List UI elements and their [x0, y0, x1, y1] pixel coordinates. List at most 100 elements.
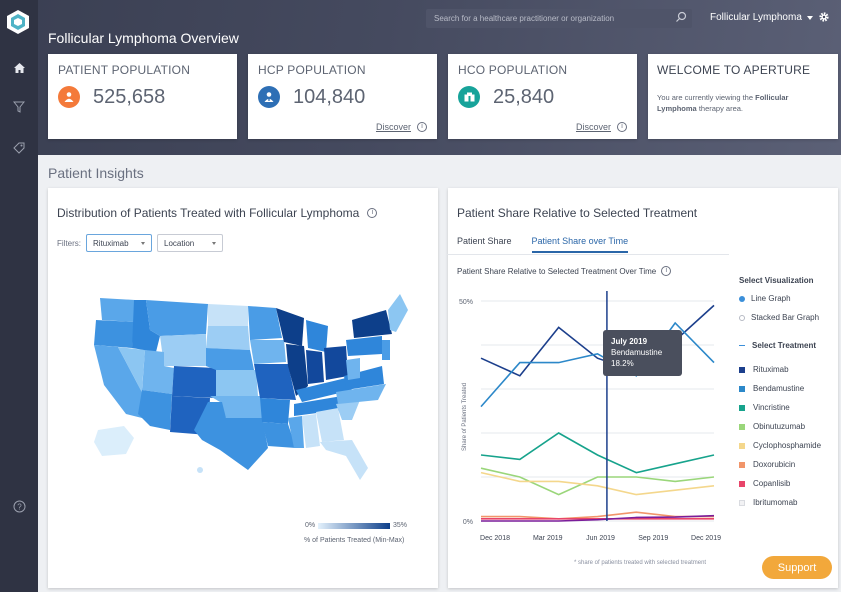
legend-item[interactable]: Vincristine — [739, 403, 790, 412]
select-treatment-heading[interactable]: Select Treatment — [739, 341, 816, 350]
state-ar[interactable] — [260, 398, 290, 424]
tag-icon[interactable] — [7, 136, 31, 160]
state-nd[interactable] — [208, 304, 248, 326]
legend-item[interactable]: Obinutuzumab — [739, 422, 805, 431]
state-new-england[interactable] — [388, 294, 408, 332]
filter-icon[interactable] — [7, 95, 31, 119]
tab-patient-share-over-time[interactable]: Patient Share over Time — [531, 236, 629, 253]
y-axis-label: Share of Patients Treated — [462, 383, 468, 451]
state-ky[interactable] — [296, 378, 352, 402]
state-wv[interactable] — [346, 358, 360, 380]
support-button[interactable]: Support — [762, 556, 832, 579]
share-line-chart[interactable]: 50% 0% Share of Patients Treated Dec 2018 Ma… — [455, 285, 730, 555]
state-mt[interactable] — [146, 300, 208, 336]
legend-label: Vincristine — [753, 403, 790, 412]
legend-swatch — [739, 385, 745, 392]
state-fl[interactable] — [320, 440, 368, 480]
legend-item[interactable]: Doxorubicin — [739, 460, 795, 469]
info-icon[interactable]: i — [367, 208, 378, 218]
state-sd[interactable] — [206, 326, 250, 350]
treatment-filter[interactable]: Rituximab — [86, 234, 152, 252]
therapy-area-select[interactable]: Follicular Lymphoma — [710, 12, 813, 23]
state-mi[interactable] — [306, 320, 328, 352]
state-ok[interactable] — [210, 396, 262, 418]
state-ca[interactable] — [94, 345, 145, 418]
tooltip-date: July 2019 — [611, 337, 648, 346]
state-wa[interactable] — [100, 298, 135, 322]
state-mo[interactable] — [254, 364, 296, 400]
state-nv[interactable] — [118, 347, 145, 398]
state-az[interactable] — [138, 390, 172, 430]
legend-item[interactable]: Ibritumomab — [739, 498, 797, 507]
state-in[interactable] — [306, 350, 324, 384]
series-line — [481, 514, 715, 522]
state-va[interactable] — [344, 366, 384, 390]
discover-link[interactable]: Discover — [375, 122, 411, 132]
scale-max-label: 35% — [393, 522, 408, 529]
legend-label: Cyclophosphamide — [753, 441, 822, 450]
state-or[interactable] — [94, 320, 134, 348]
select-visualization-heading: Select Visualization — [739, 276, 814, 285]
svg-text:?: ? — [17, 502, 22, 511]
state-ia[interactable] — [250, 340, 286, 364]
home-icon[interactable] — [7, 56, 31, 80]
state-al[interactable] — [302, 414, 320, 448]
state-mn[interactable] — [248, 306, 282, 340]
tab-divider — [447, 254, 729, 255]
chevron-down-icon — [212, 241, 216, 245]
logo-icon[interactable] — [5, 9, 31, 35]
state-ak[interactable] — [94, 426, 134, 456]
state-co[interactable] — [172, 366, 216, 398]
state-wi[interactable] — [276, 308, 304, 346]
info-icon[interactable]: i — [417, 122, 427, 132]
state-ut[interactable] — [142, 350, 174, 394]
us-choropleth-map[interactable] — [90, 290, 410, 480]
state-ks[interactable] — [216, 370, 258, 396]
welcome-text-suffix: therapy area. — [696, 104, 744, 113]
series-line — [480, 432, 715, 474]
state-tx[interactable] — [194, 402, 268, 470]
legend-item[interactable]: Cyclophosphamide — [739, 441, 821, 450]
search-icon[interactable] — [675, 11, 687, 23]
legend-item[interactable]: Copanlisib — [739, 479, 790, 488]
therapy-area-label: Follicular Lymphoma — [710, 12, 802, 23]
state-ms[interactable] — [288, 416, 304, 448]
radio-stacked-bar[interactable]: Stacked Bar Graph — [739, 313, 819, 322]
tab-patient-share[interactable]: Patient Share — [457, 236, 512, 246]
doctor-icon — [258, 86, 280, 108]
legend-swatch — [739, 442, 745, 449]
state-wy[interactable] — [160, 334, 206, 366]
discover-link[interactable]: Discover — [575, 122, 611, 132]
location-filter[interactable]: Location — [157, 234, 223, 252]
y-tick-label: 0% — [463, 519, 473, 526]
state-nj-md[interactable] — [382, 340, 390, 360]
info-icon[interactable]: i — [661, 266, 672, 276]
legend-item[interactable]: Bendamustine — [739, 384, 804, 393]
welcome-text: You are currently viewing the Follicular… — [657, 92, 827, 114]
kpi-label: HCO POPULATION — [458, 63, 568, 77]
person-icon — [58, 86, 80, 108]
radio-line-graph[interactable]: Line Graph — [739, 294, 791, 303]
legend-item[interactable]: Rituximab — [739, 365, 789, 374]
state-id[interactable] — [132, 300, 160, 352]
search-input[interactable] — [434, 11, 664, 26]
gear-icon[interactable] — [818, 11, 830, 23]
help-icon[interactable]: ? — [7, 494, 31, 518]
state-il[interactable] — [286, 344, 308, 396]
share-title: Patient Share Relative to Selected Treat… — [457, 206, 698, 220]
x-tick-label: Dec 2018 — [480, 535, 510, 542]
state-ny[interactable] — [352, 310, 392, 338]
state-ne[interactable] — [206, 348, 254, 370]
state-oh[interactable] — [324, 346, 348, 380]
state-nc[interactable] — [336, 384, 386, 404]
state-pa[interactable] — [346, 336, 382, 356]
state-sc[interactable] — [336, 400, 360, 420]
kpi-value: 104,840 — [293, 86, 366, 108]
state-ga[interactable] — [316, 408, 344, 442]
info-icon[interactable]: i — [617, 122, 627, 132]
state-la[interactable] — [262, 422, 296, 448]
state-hi[interactable] — [197, 467, 203, 473]
chevron-down-icon — [141, 241, 145, 245]
discover-hcp: Discover i — [376, 122, 427, 132]
radio-label: Line Graph — [751, 294, 791, 303]
